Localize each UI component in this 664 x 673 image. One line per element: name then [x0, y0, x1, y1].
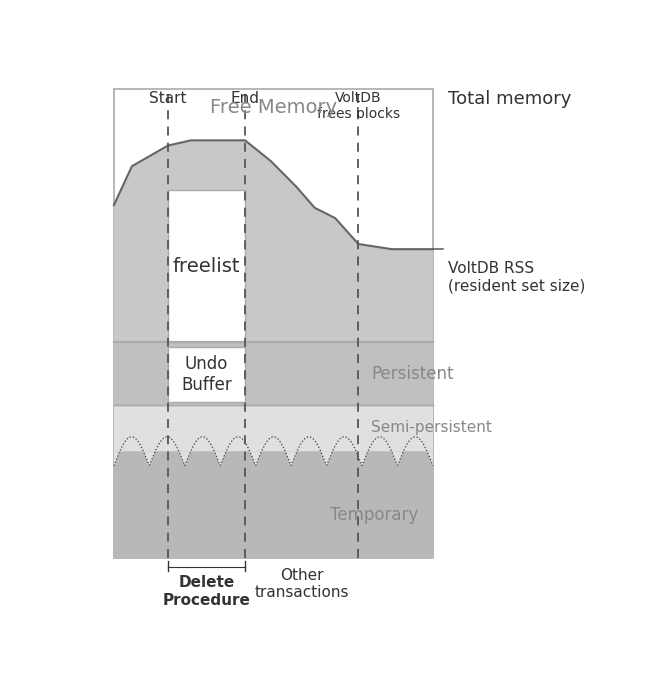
Text: Persistent: Persistent	[371, 365, 454, 382]
Text: Free Memory: Free Memory	[210, 98, 337, 117]
Text: VoltDB RSS
(resident set size): VoltDB RSS (resident set size)	[448, 262, 586, 294]
Bar	[114, 404, 433, 452]
Text: Undo
Buffer: Undo Buffer	[181, 355, 232, 394]
Text: Total memory: Total memory	[448, 90, 572, 108]
Text: Temporary: Temporary	[330, 506, 418, 524]
Bar	[114, 343, 433, 404]
Bar	[168, 347, 245, 402]
Text: Other
transactions: Other transactions	[254, 568, 349, 600]
Polygon shape	[114, 141, 433, 343]
Text: Start: Start	[149, 91, 187, 106]
Text: VoltDB
frees blocks: VoltDB frees blocks	[317, 91, 400, 121]
Text: End: End	[230, 91, 260, 106]
Text: Delete
Procedure: Delete Procedure	[163, 575, 250, 608]
Bar	[114, 452, 433, 557]
Bar	[168, 190, 245, 343]
Text: freelist: freelist	[173, 256, 240, 275]
Bar	[114, 89, 433, 557]
Text: Semi-persistent: Semi-persistent	[371, 421, 492, 435]
